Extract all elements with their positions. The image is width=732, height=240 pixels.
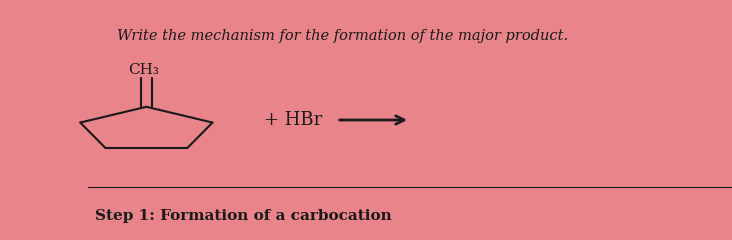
Text: Write the mechanism for the formation of the major product.: Write the mechanism for the formation of… [117,29,568,43]
Text: + HBr: + HBr [264,111,322,129]
Text: CH₃: CH₃ [128,63,159,77]
Text: Step 1: Formation of a carbocation: Step 1: Formation of a carbocation [95,209,392,223]
